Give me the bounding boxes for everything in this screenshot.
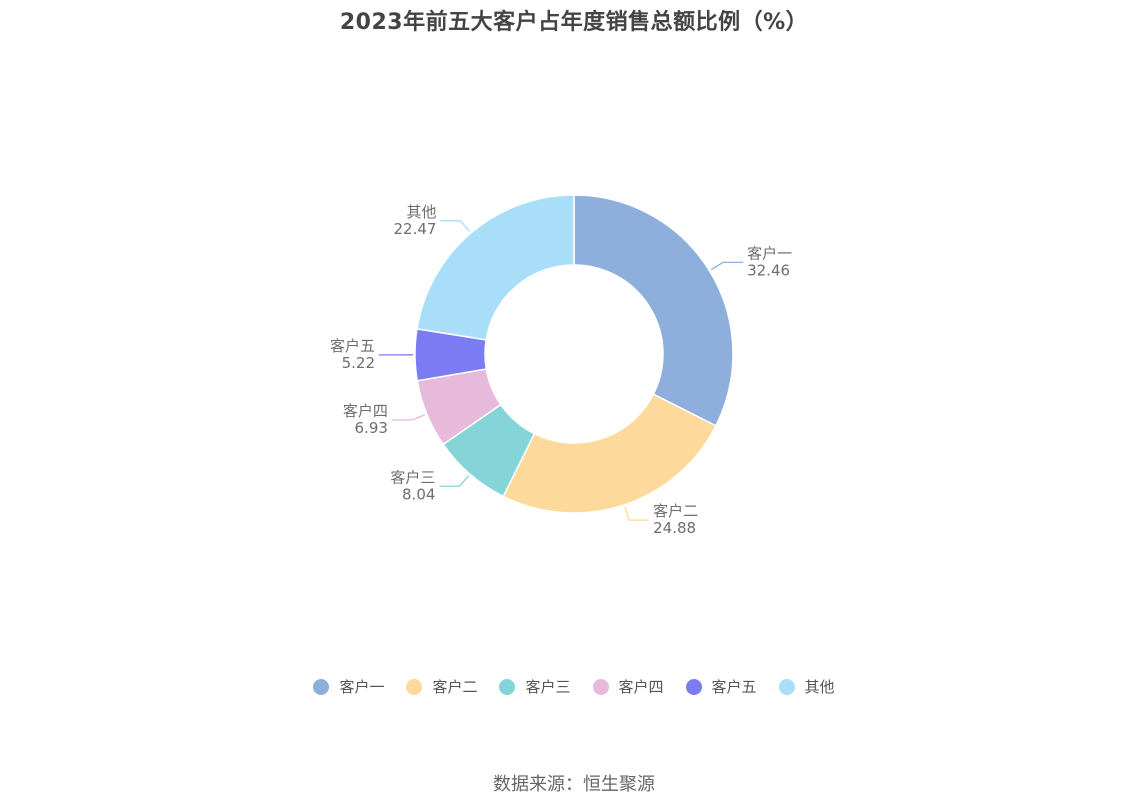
slice-category-label-3: 客户三	[390, 468, 435, 486]
legend-item-5[interactable]: 客户五	[685, 676, 757, 697]
legend-dot-icon	[685, 678, 702, 695]
legend-item-4[interactable]: 客户四	[592, 676, 664, 697]
slice-value-label-6: 22.47	[394, 220, 437, 238]
chart-legend: 客户一 客户二 客户三 客户四 客户五 其他	[0, 676, 1148, 697]
legend-label: 客户三	[525, 678, 571, 696]
pie-slice-6[interactable]	[416, 194, 575, 341]
legend-item-6[interactable]: 其他	[778, 676, 835, 697]
slice-value-label-5: 5.22	[342, 354, 375, 372]
slice-category-label-5: 客户五	[330, 337, 375, 355]
leader-line-1	[710, 261, 744, 271]
leader-line-2	[624, 506, 650, 521]
slice-value-label-2: 24.88	[653, 519, 696, 537]
data-source-note: 数据来源：恒生聚源	[493, 774, 655, 795]
leader-line-6	[440, 220, 471, 232]
legend-dot-icon	[592, 678, 609, 695]
legend-item-1[interactable]: 客户一	[313, 676, 384, 697]
slice-value-label-4: 6.93	[355, 419, 388, 437]
legend-label: 客户二	[432, 678, 478, 696]
slice-category-label-1: 客户一	[747, 244, 792, 262]
legend-label: 客户四	[618, 678, 664, 696]
legend-item-2[interactable]: 客户二	[406, 676, 477, 697]
legend-dot-icon	[778, 678, 795, 695]
pie-slice-2[interactable]	[502, 393, 717, 514]
legend-dot-icon	[406, 678, 423, 695]
leader-line-4	[391, 414, 426, 421]
slice-value-label-3: 8.04	[402, 485, 435, 503]
leader-line-3	[439, 475, 470, 487]
legend-label: 客户五	[711, 678, 757, 696]
slice-category-label-4: 客户四	[343, 402, 388, 420]
chart-title: 2023年前五大客户占年度销售总额比例（%）	[339, 10, 809, 35]
slice-category-label-2: 客户二	[653, 502, 698, 520]
legend-label: 客户一	[339, 678, 385, 696]
legend-dot-icon	[499, 678, 516, 695]
slice-value-label-1: 32.46	[747, 261, 790, 279]
legend-dot-icon	[313, 678, 330, 695]
legend-label: 其他	[804, 678, 835, 696]
legend-item-3[interactable]: 客户三	[499, 676, 571, 697]
pie-slice-1[interactable]	[573, 194, 734, 427]
slice-category-label-6: 其他	[406, 203, 436, 221]
